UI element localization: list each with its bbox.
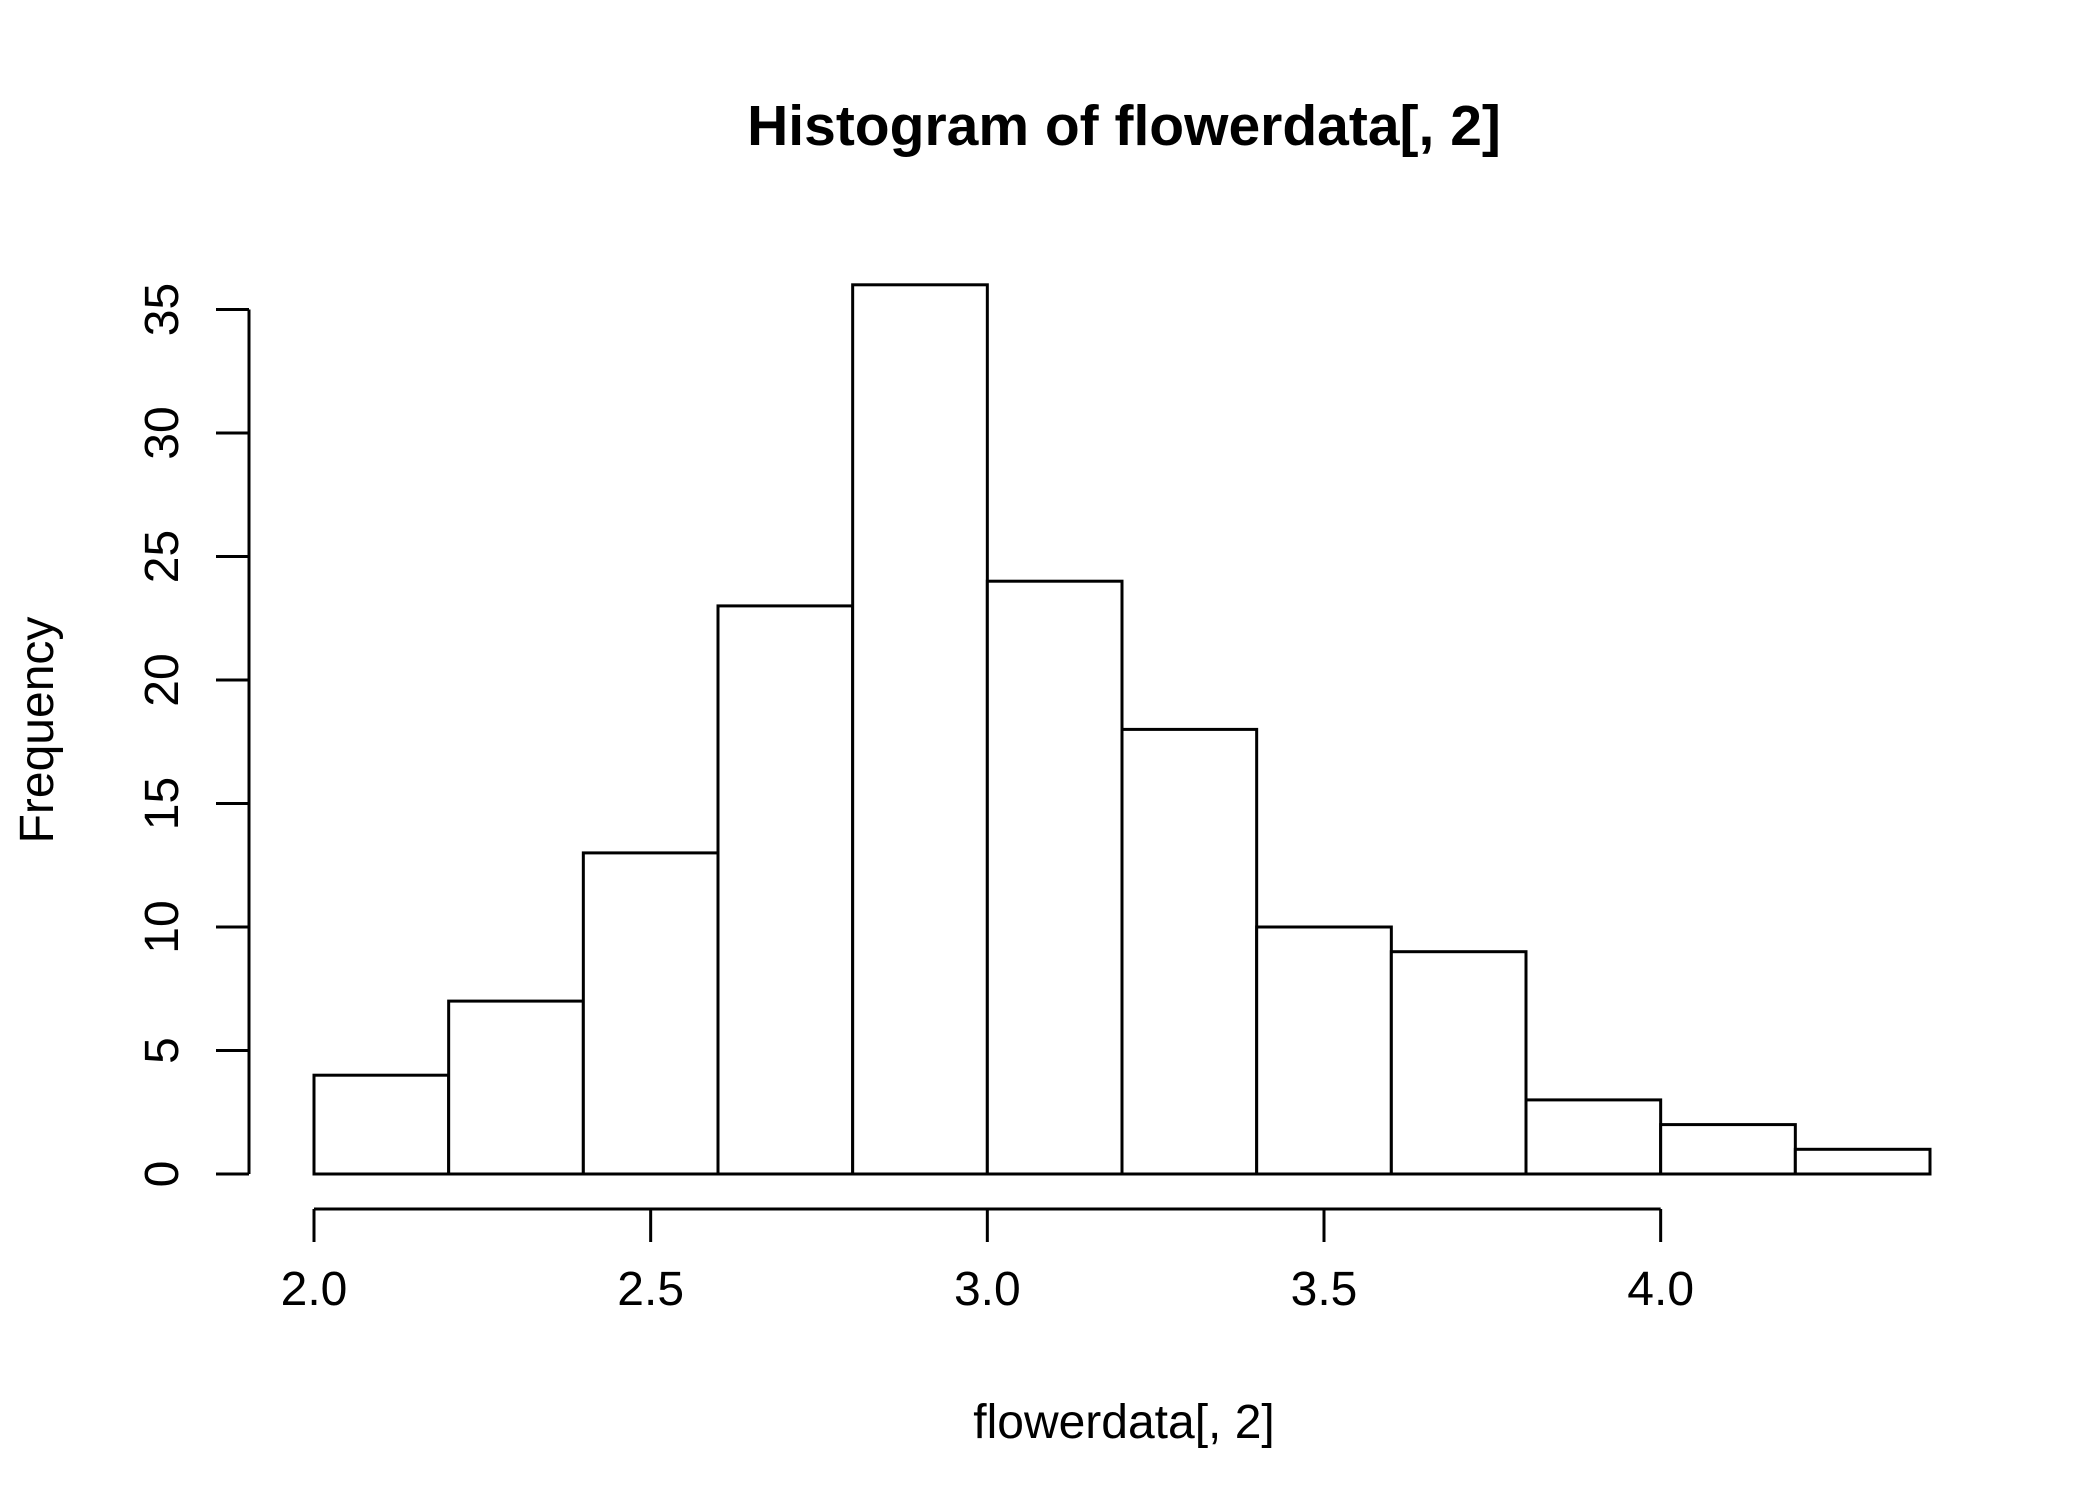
histogram-bar (1255, 925, 1393, 1176)
y-tick-label: 5 (136, 1037, 189, 1064)
y-tick-label: 10 (136, 900, 189, 953)
y-axis: 0 5 10 15 20 25 30 35 (136, 283, 251, 1188)
histogram-bar (312, 1073, 451, 1176)
y-tick-label: 25 (136, 530, 189, 583)
x-axis: 2.0 2.5 3.0 3.5 4.0 (281, 1207, 1694, 1316)
histogram-bar (1524, 1098, 1663, 1176)
histogram-bar (1120, 727, 1259, 1176)
chart-title: Histogram of flowerdata[, 2] (747, 94, 1501, 158)
histogram-bars (312, 283, 1932, 1176)
x-tick-label: 3.0 (954, 1263, 1021, 1316)
histogram-bar (716, 604, 855, 1176)
y-tick-label: 0 (136, 1161, 189, 1188)
y-tick-label: 15 (136, 777, 189, 830)
y-tick-label: 20 (136, 653, 189, 706)
y-tick-label: 30 (136, 406, 189, 459)
histogram-bar (1389, 950, 1528, 1176)
x-tick-label: 2.5 (617, 1263, 684, 1316)
y-axis-label: Frequency (11, 617, 64, 844)
histogram-bar (985, 579, 1124, 1176)
x-tick-label: 4.0 (1627, 1263, 1694, 1316)
histogram-bar (447, 999, 585, 1176)
x-tick-label: 3.5 (1291, 1263, 1358, 1316)
histogram-bar (851, 283, 989, 1176)
histogram-bar (1659, 1123, 1797, 1176)
x-axis-label: flowerdata[, 2] (973, 1396, 1275, 1449)
y-tick-label: 35 (136, 283, 189, 336)
x-tick-label: 2.0 (281, 1263, 348, 1316)
histogram-bar (581, 851, 720, 1176)
histogram-bar (1793, 1147, 1932, 1176)
